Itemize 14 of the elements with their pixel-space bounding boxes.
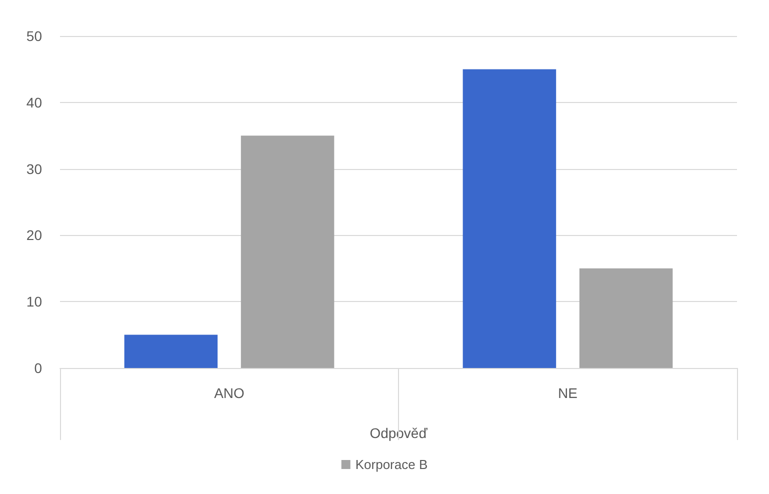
bar	[240, 136, 334, 368]
y-tick-label: 10	[26, 294, 42, 310]
bar	[124, 334, 218, 368]
x-axis-title: Odpověď	[370, 425, 428, 441]
x-tick-label: ANO	[214, 385, 245, 401]
y-tick-label: 30	[26, 160, 42, 177]
legend-label: Korporace B	[355, 457, 428, 472]
bar	[462, 69, 556, 368]
x-tick-label: NE	[558, 385, 578, 401]
bar	[579, 268, 673, 368]
y-tick-label: 50	[26, 28, 42, 44]
y-tick-label: 0	[34, 360, 42, 376]
y-tick-label: 20	[26, 227, 42, 244]
y-tick-label: 40	[26, 94, 42, 110]
